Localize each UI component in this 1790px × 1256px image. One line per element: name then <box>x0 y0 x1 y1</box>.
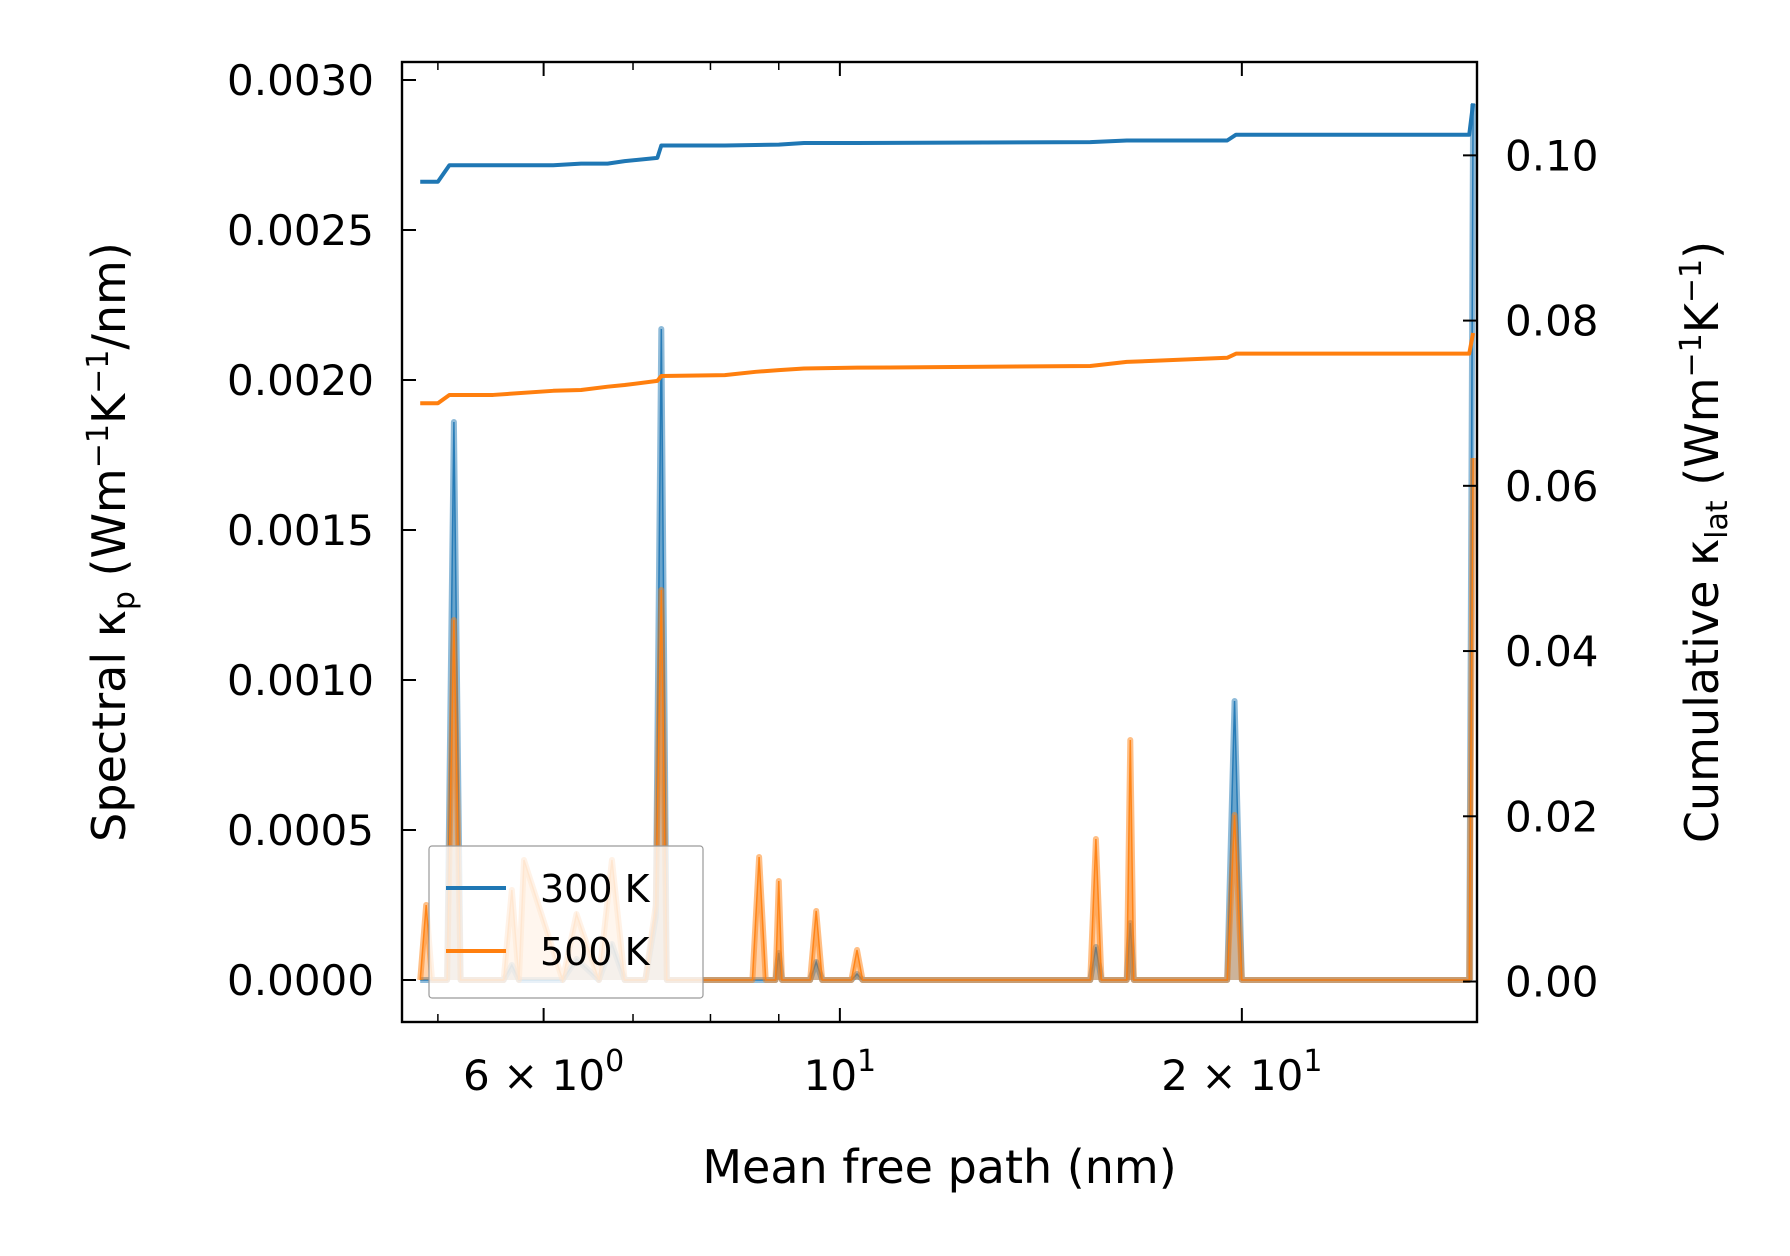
y-axis-right-label-prefix: Cumulative κ <box>1675 539 1729 843</box>
x-axis-label: Mean free path (nm) <box>702 1140 1176 1194</box>
y-left-tick-label: 0.0000 <box>227 956 374 1005</box>
x-tick-label-base: 10 <box>804 1051 857 1100</box>
y-axis-left-label-sup1: −1 <box>81 424 116 468</box>
y-axis-left-label: Spectral κp (Wm−1K−1/nm) <box>81 242 142 842</box>
x-tick-label: 2 × 101 <box>1161 1044 1322 1100</box>
y-left-tick-label: 0.0010 <box>227 656 374 705</box>
y-right-tick-label: 0.06 <box>1505 462 1599 511</box>
legend: 300 K 500 K <box>428 845 704 999</box>
x-tick-label-base: 2 × 10 <box>1161 1051 1303 1100</box>
cumulative-line-500k <box>420 332 1476 406</box>
cumulative-line-300k <box>420 103 1476 184</box>
y-axis-left-label-units-c: /nm) <box>82 242 136 349</box>
y-axis-left-label-units-a: (Wm <box>82 468 136 591</box>
y-right-tick-label: 0.02 <box>1505 792 1599 841</box>
legend-label-500k: 500 K <box>540 930 651 974</box>
y-axis-right-label-sup2: −1 <box>1674 259 1709 303</box>
x-tick-label: 101 <box>804 1044 877 1100</box>
y-right-tick-label: 0.10 <box>1505 131 1599 180</box>
y-axis-left-label-sub: p <box>107 591 142 610</box>
x-tick-label-exponent: 0 <box>605 1044 624 1079</box>
y-axis-right-label-units-b: K <box>1675 301 1729 333</box>
y-right-tick-label: 0.00 <box>1505 958 1599 1007</box>
x-tick-label-exponent: 1 <box>857 1044 876 1079</box>
y-left-tick-label: 0.0025 <box>227 206 374 255</box>
legend-box <box>428 845 704 999</box>
y-axis-right-label-sup1: −1 <box>1674 333 1709 377</box>
plot-frame <box>400 60 1479 1024</box>
y-left-tick-label: 0.0020 <box>227 356 374 405</box>
y-left-tick-label: 0.0005 <box>227 806 374 855</box>
x-tick-label-exponent: 1 <box>1303 1044 1322 1079</box>
y-left-tick-label: 0.0030 <box>227 56 374 105</box>
y-axis-left-label-prefix: Spectral κ <box>82 610 136 842</box>
x-tick-label: 6 × 100 <box>463 1044 624 1100</box>
y-right-tick-label: 0.04 <box>1505 627 1599 676</box>
legend-label-300k: 300 K <box>540 867 651 911</box>
y-left-tick-label: 0.0015 <box>227 506 374 555</box>
y-axis-right-label-sub: lat <box>1700 500 1735 539</box>
y-axis-left-label-units-b: K <box>82 392 136 424</box>
axis-ticks: 6 × 100 101 2 × 1010.00000.00050.00100.001… <box>227 56 1598 1100</box>
y-axis-left-label-sup2: −1 <box>81 350 116 394</box>
y-axis-right-label-units-c: ) <box>1675 241 1729 259</box>
y-axis-right-label-units-a: (Wm <box>1675 377 1729 500</box>
y-right-tick-label: 0.08 <box>1505 297 1599 346</box>
x-tick-label-base: 6 × 10 <box>463 1051 605 1100</box>
y-axis-right-label: Cumulative κlat (Wm−1K−1) <box>1674 241 1735 843</box>
